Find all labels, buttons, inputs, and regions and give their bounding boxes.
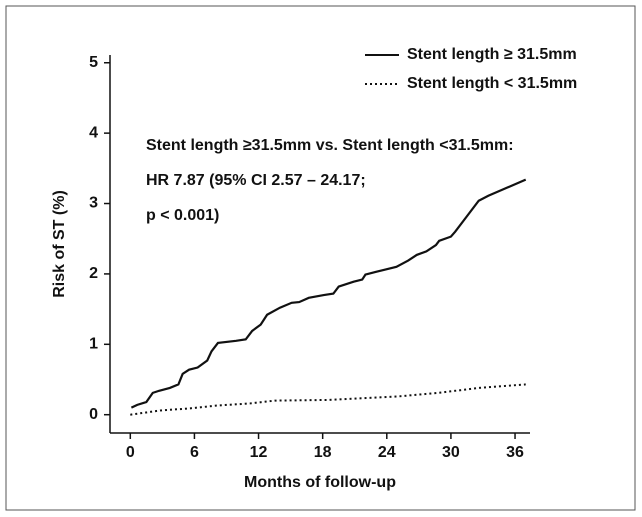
frame bbox=[5, 5, 636, 511]
annotation: p < 0.001) bbox=[146, 207, 219, 224]
series-line bbox=[130, 178, 527, 409]
x-tick-label: 30 bbox=[442, 444, 460, 461]
legend-label: Stent length ≥ 31.5mm bbox=[407, 46, 577, 63]
x-tick-label: 6 bbox=[190, 444, 199, 461]
annotation: HR 7.87 (95% CI 2.57 – 24.17; bbox=[146, 172, 366, 189]
x-tick-label: 0 bbox=[126, 444, 135, 461]
y-tick-label: 2 bbox=[89, 265, 98, 282]
series-line bbox=[130, 383, 526, 416]
x-tick-label: 36 bbox=[506, 444, 524, 461]
x-tick-label: 24 bbox=[378, 444, 396, 461]
y-tick-label: 4 bbox=[89, 124, 98, 141]
x-tick-label: 12 bbox=[250, 444, 268, 461]
y-tick-label: 5 bbox=[89, 54, 98, 71]
y-axis-label: Risk of ST (%) bbox=[51, 190, 68, 298]
x-tick-label: 18 bbox=[314, 444, 332, 461]
y-tick-label: 3 bbox=[89, 195, 98, 212]
x-axis-label: Months of follow-up bbox=[244, 474, 396, 491]
y-tick-label: 1 bbox=[89, 336, 98, 353]
y-tick-label: 0 bbox=[89, 406, 98, 423]
legend-label: Stent length < 31.5mm bbox=[407, 75, 577, 92]
annotation: Stent length ≥31.5mm vs. Stent length <3… bbox=[146, 137, 514, 154]
